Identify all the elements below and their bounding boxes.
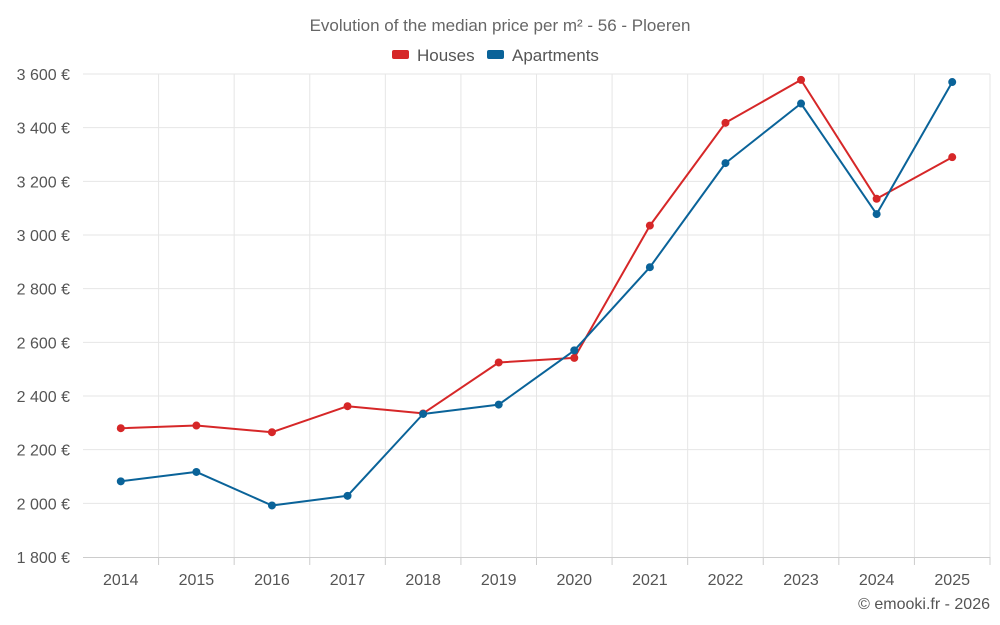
legend[interactable]: Houses Apartments — [392, 46, 599, 65]
x-tick-label: 2021 — [632, 572, 668, 589]
data-point-houses-2016[interactable] — [267, 428, 276, 437]
data-point-apartments-2025[interactable] — [948, 78, 957, 87]
data-point-houses-2020[interactable] — [570, 353, 579, 362]
y-axis: 1 800 € 2 000 € 2 200 € 2 400 € 2 600 € 2 800… — [17, 67, 70, 567]
data-point-apartments-2018[interactable] — [419, 409, 428, 418]
y-tick-label: 1 800 € — [17, 550, 70, 567]
data-point-apartments-2020[interactable] — [570, 346, 579, 355]
data-point-houses-2015[interactable] — [192, 421, 201, 430]
x-tick-label: 2015 — [179, 572, 215, 589]
y-tick-label: 2 800 € — [17, 282, 70, 299]
data-point-apartments-2021[interactable] — [645, 263, 654, 272]
data-point-apartments-2014[interactable] — [116, 477, 125, 486]
chart-title: Evolution of the median price per m² - 5… — [310, 16, 691, 35]
x-tick-label: 2024 — [859, 572, 895, 589]
legend-swatch-apartments — [487, 50, 504, 59]
data-point-apartments-2023[interactable] — [797, 99, 806, 108]
data-point-houses-2022[interactable] — [721, 118, 730, 127]
x-tick-label: 2023 — [783, 572, 819, 589]
data-point-apartments-2024[interactable] — [872, 210, 881, 219]
legend-swatch-houses — [392, 50, 409, 59]
x-tick-label: 2019 — [481, 572, 517, 589]
series-line-apartments — [120, 81, 954, 507]
legend-label-houses[interactable]: Houses — [417, 46, 475, 65]
data-point-apartments-2017[interactable] — [343, 491, 352, 500]
credit-text: © emooki.fr - 2026 — [858, 596, 990, 613]
data-point-apartments-2016[interactable] — [267, 501, 276, 510]
y-tick-label: 3 200 € — [17, 174, 70, 191]
y-tick-label: 3 600 € — [17, 67, 70, 84]
x-tick-label: 2022 — [708, 572, 744, 589]
y-tick-label: 2 200 € — [17, 443, 70, 460]
y-tick-label: 3 400 € — [17, 121, 70, 138]
data-point-houses-2014[interactable] — [116, 424, 125, 433]
data-point-houses-2017[interactable] — [343, 402, 352, 411]
x-tick-label: 2017 — [330, 572, 366, 589]
series — [116, 75, 957, 510]
x-tick-label: 2020 — [556, 572, 592, 589]
y-tick-label: 2 400 € — [17, 389, 70, 406]
x-tick-label: 2014 — [103, 572, 139, 589]
y-tick-label: 2 600 € — [17, 335, 70, 352]
data-point-apartments-2019[interactable] — [494, 400, 503, 409]
data-point-houses-2024[interactable] — [872, 194, 881, 203]
data-point-houses-2023[interactable] — [797, 75, 806, 84]
y-tick-label: 2 000 € — [17, 496, 70, 513]
data-point-houses-2025[interactable] — [948, 153, 957, 162]
y-tick-label: 3 000 € — [17, 228, 70, 245]
x-tick-label: 2018 — [405, 572, 441, 589]
data-point-apartments-2015[interactable] — [192, 467, 201, 476]
x-axis: 2014 2015 2016 2017 2018 2019 2020 2021 2022 2023… — [83, 557, 991, 589]
data-point-houses-2019[interactable] — [494, 358, 503, 367]
x-tick-label: 2016 — [254, 572, 290, 589]
legend-label-apartments[interactable]: Apartments — [512, 46, 599, 65]
grid — [83, 73, 991, 557]
series-line-houses — [120, 78, 953, 434]
x-tick-label: 2025 — [934, 572, 970, 589]
data-point-houses-2021[interactable] — [645, 221, 654, 230]
data-point-apartments-2022[interactable] — [721, 159, 730, 168]
